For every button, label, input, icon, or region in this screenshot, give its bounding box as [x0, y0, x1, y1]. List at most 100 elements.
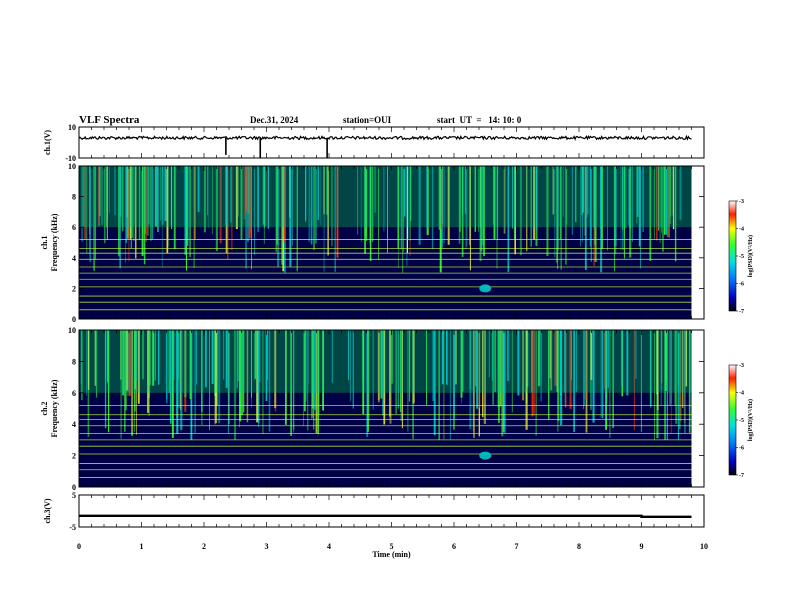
sferic-streak: [464, 166, 467, 214]
sferic-streak: [172, 330, 175, 380]
sferic-streak: [144, 166, 147, 234]
sferic-streak: [320, 166, 322, 226]
sferic-streak: [364, 166, 366, 254]
sferic-streak: [119, 166, 122, 217]
ch3-trace: [79, 514, 692, 518]
sferic-streak: [550, 330, 553, 391]
sferic-streak: [666, 330, 668, 440]
sferic-streak: [658, 166, 660, 231]
sferic-streak: [533, 330, 535, 415]
sferic-streak: [649, 330, 652, 408]
y-tick-label: 8: [72, 193, 76, 202]
sferic-streak: [461, 330, 462, 404]
sferic-streak: [327, 166, 329, 256]
sferic-streak: [626, 330, 629, 396]
sferic-streak: [638, 166, 641, 247]
sferic-streak: [656, 330, 659, 395]
sferic-streak: [472, 330, 474, 431]
sferic-streak: [141, 166, 144, 256]
sferic-streak: [402, 166, 404, 273]
sferic-streak: [466, 166, 468, 247]
x-tick-label: 0: [77, 542, 81, 551]
sferic-streak: [124, 330, 126, 432]
sferic-streak: [366, 330, 369, 437]
sferic-streak: [556, 330, 558, 392]
sferic-streak: [101, 166, 103, 226]
sferic-streak: [311, 330, 313, 419]
sferic-streak: [209, 330, 210, 431]
sferic-streak: [398, 166, 399, 268]
sferic-streak: [636, 166, 639, 217]
sferic-streak: [231, 166, 233, 251]
sferic-streak: [267, 166, 269, 229]
sferic-streak: [527, 330, 529, 388]
ch1-waveform-panel: 10 -10 ch.1(V): [43, 123, 705, 163]
sferic-streak: [84, 166, 87, 239]
header-date: Dec.31, 2024: [250, 115, 299, 125]
sferic-streak: [590, 166, 592, 262]
sferic-streak: [126, 330, 129, 390]
sferic-streak: [497, 166, 499, 240]
sferic-streak: [674, 166, 677, 262]
x-tick-label: 5: [390, 542, 394, 551]
sferic-streak: [535, 330, 537, 436]
y-tick-label: 2: [72, 284, 76, 293]
sferic-streak: [621, 166, 624, 250]
sferic-streak: [499, 330, 501, 407]
sferic-streak: [360, 166, 362, 243]
sferic-streak: [535, 166, 537, 231]
sferic-streak: [514, 166, 516, 241]
header-station: station=OUI: [343, 115, 392, 125]
x-tick-label: 8: [577, 542, 581, 551]
sferic-streak: [225, 330, 228, 388]
sferic-streak: [243, 166, 246, 220]
sferic-streak: [134, 330, 136, 412]
sferic-streak: [130, 166, 132, 249]
x-axis-label: Time (min): [372, 550, 411, 559]
ch3-ylabel: ch.3(V): [43, 498, 52, 523]
sferic-streak: [233, 330, 237, 440]
sferic-streak: [640, 166, 641, 269]
sferic-streak: [106, 330, 109, 382]
ch1-trace: [78, 134, 692, 141]
sferic-streak: [558, 166, 559, 251]
sferic-streak: [418, 166, 421, 245]
sferic-streak: [334, 166, 336, 272]
sferic-streak: [236, 330, 238, 389]
sferic-streak: [403, 166, 406, 217]
sferic-streak: [552, 166, 555, 215]
sferic-streak: [126, 166, 129, 239]
sferic-streak: [548, 330, 550, 420]
sferic-streak: [511, 166, 514, 229]
no-data-region: [691, 166, 704, 319]
sferic-streak: [178, 330, 180, 409]
sferic-streak: [391, 330, 394, 384]
sferic-streak: [267, 330, 268, 380]
sferic-streak: [285, 330, 287, 425]
sferic-streak: [533, 166, 535, 240]
sferic-streak: [600, 166, 603, 229]
sferic-streak: [131, 330, 133, 436]
sferic-streak: [120, 330, 122, 439]
sferic-streak: [438, 166, 440, 230]
sferic-streak: [443, 330, 445, 440]
sferic-streak: [134, 330, 135, 432]
sferic-streak: [281, 166, 283, 265]
sferic-streak: [492, 330, 494, 405]
sferic-streak: [570, 330, 572, 381]
sferic-streak: [389, 330, 392, 424]
sferic-streak: [147, 330, 150, 413]
sferic-streak: [492, 166, 494, 225]
sferic-streak: [362, 330, 364, 382]
sferic-streak: [494, 330, 496, 392]
sferic-streak: [131, 330, 134, 432]
sferic-streak: [440, 166, 443, 229]
sferic-streak: [604, 330, 606, 389]
y-tick-label: 10: [68, 162, 76, 171]
sferic-streak: [400, 330, 402, 421]
sferic-streak: [108, 330, 110, 433]
sferic-streak: [488, 330, 490, 378]
ch1-spectrogram-panel: 0 2 4 6 8 10 ch.1Frequency (kHz): [40, 162, 705, 324]
sferic-streak: [289, 166, 292, 267]
sferic-streak: [129, 166, 131, 240]
